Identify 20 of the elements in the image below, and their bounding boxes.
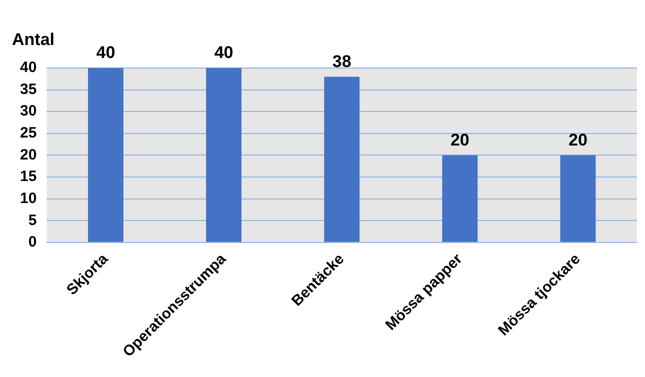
bar [442, 155, 478, 242]
y-tick-label: 15 [20, 168, 37, 186]
bar [560, 155, 596, 242]
data-label: 38 [332, 52, 352, 71]
y-tick-label: 5 [28, 212, 37, 229]
bar [324, 76, 360, 242]
y-tick-label: 25 [20, 124, 37, 142]
y-axis-title: Antal [12, 30, 54, 50]
y-tick-label: 35 [20, 80, 37, 98]
bar [88, 68, 124, 242]
y-tick-label: 0 [28, 234, 37, 251]
y-tick-label: 40 [20, 59, 37, 76]
y-tick-label: 10 [20, 190, 37, 207]
y-tick-label: 20 [20, 146, 37, 164]
bar [206, 68, 242, 242]
data-label: 40 [214, 43, 234, 62]
data-label: 40 [96, 43, 116, 62]
y-tick-label: 30 [20, 102, 37, 120]
data-label: 20 [450, 130, 470, 150]
data-label: 20 [568, 130, 588, 150]
